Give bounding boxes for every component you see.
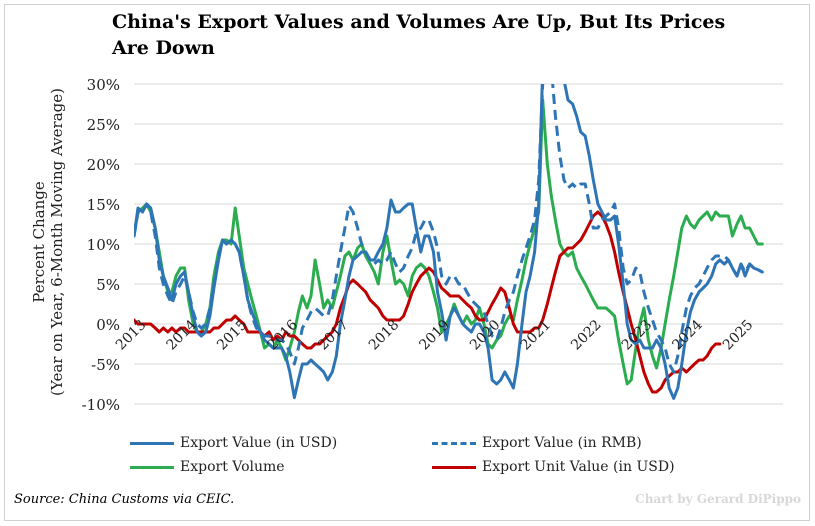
chart-credit: Chart by Gerard DiPippo (635, 492, 801, 506)
legend-item-export-unit-value: Export Unit Value (in USD) (432, 456, 675, 478)
y-tick-label: -5% (91, 356, 120, 374)
legend-label-export-unit-value: Export Unit Value (in USD) (482, 459, 675, 475)
y-axis-label-line-1: Percent Change (30, 181, 48, 303)
series-line-export-value-in-usd (134, 84, 764, 400)
x-tick-label: 2022 (568, 317, 605, 354)
y-axis-tick-labels: 30% 25% 20% 15% 10% 5% 0% -5% -10% (82, 76, 120, 414)
legend-item-export-value-rmb: Export Value (in RMB) (432, 432, 642, 454)
chart-title: China's Export Values and Volumes Are Up… (112, 11, 726, 59)
legend-label-export-value-usd: Export Value (in USD) (180, 435, 338, 451)
chart-legend: Export Value (in USD) Export Value (in R… (130, 432, 730, 482)
legend-swatch-export-value-rmb (432, 441, 476, 445)
y-tick-label: 25% (87, 116, 120, 134)
y-tick-label: 10% (87, 236, 120, 254)
y-tick-label: 20% (87, 156, 120, 174)
legend-label-export-value-rmb: Export Value (in RMB) (482, 435, 642, 451)
x-tick-label: 2017 (315, 317, 352, 354)
legend-label-export-volume: Export Volume (180, 459, 285, 475)
chart-frame (4, 4, 810, 521)
y-tick-label: 15% (87, 196, 120, 214)
x-tick-label: 2015 (214, 317, 251, 354)
legend-item-export-volume: Export Volume (130, 456, 285, 478)
y-tick-label: 0% (96, 316, 120, 334)
legend-swatch-export-volume (130, 465, 174, 469)
y-tick-label: -10% (82, 396, 120, 414)
y-tick-label: 30% (87, 76, 120, 94)
source-note: Source: China Customs via CEIC. (14, 492, 235, 507)
x-tick-label: 2018 (366, 317, 403, 354)
y-axis-label-line-2: (Year on Year, 6-Month Moving Average) (48, 88, 66, 396)
y-tick-label: 5% (96, 276, 120, 294)
legend-swatch-export-unit-value (432, 465, 476, 469)
legend-swatch-export-value-usd (130, 441, 174, 445)
legend-item-export-value-usd: Export Value (in USD) (130, 432, 337, 454)
series-lines (134, 84, 764, 400)
x-tick-label: 2025 (720, 317, 757, 354)
